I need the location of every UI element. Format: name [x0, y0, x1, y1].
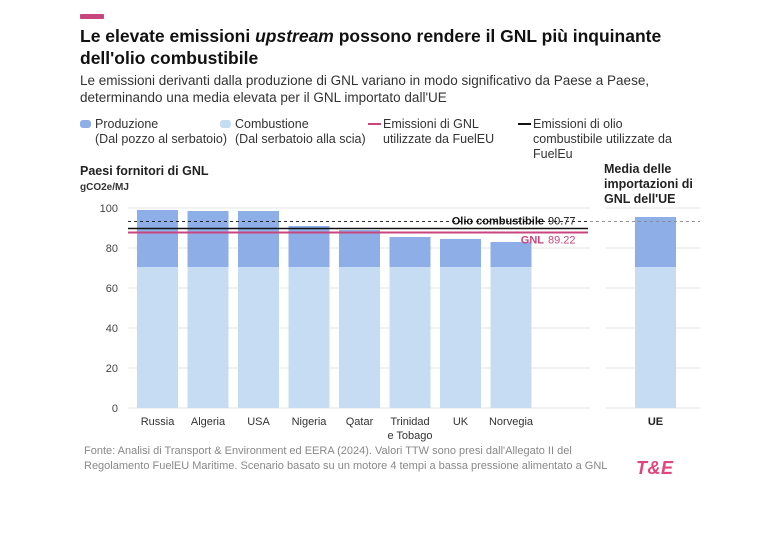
x-tick-label-4: Qatar — [346, 416, 374, 428]
source-note: Fonte: Analisi di Transport & Environmen… — [84, 445, 608, 472]
y-tick-label-5: 100 — [100, 203, 118, 215]
x-tick-label-2: USA — [247, 416, 270, 428]
lng-line-label: GNL — [521, 235, 545, 247]
te-logo: T&E — [636, 458, 674, 478]
bar-combustion-6 — [440, 267, 481, 408]
oil-line-value: 90.77 — [548, 215, 576, 227]
title-part-1: Le elevate emissioni — [80, 26, 256, 46]
chart-title: Le elevate emissioni upstream possono re… — [80, 25, 680, 69]
legend-production-sublabel: (Dal pozzo al serbatoio) — [95, 132, 228, 146]
combustion-swatch — [220, 120, 231, 128]
legend-item-combustion: Combustione (Dal serbatoio alla scia) — [220, 117, 370, 153]
bar-combustion-2 — [238, 267, 279, 408]
y-tick-label-3: 60 — [106, 283, 118, 295]
title-accent-bar — [80, 14, 104, 19]
legend-lng-label: Emissioni di GNL — [383, 117, 479, 131]
x-tick-label-5: Trinidad — [390, 416, 429, 428]
legend-item-oil-line: Emissioni di olio combustibile utilizzat… — [518, 117, 688, 167]
bar-combustion-1 — [187, 267, 229, 408]
bar-production-7 — [490, 242, 532, 267]
bar-production-5 — [389, 237, 431, 267]
x-tick-label-1: Algeria — [191, 416, 226, 428]
bar-production-eu — [635, 217, 676, 267]
bar-combustion-0 — [137, 267, 178, 408]
x-tick-label-3: Nigeria — [292, 416, 328, 428]
left-panel-title: Paesi fornitori di GNL — [80, 164, 209, 178]
legend-production-label: Produzione — [95, 117, 159, 131]
bar-production-4 — [339, 230, 380, 267]
bar-production-1 — [187, 211, 229, 267]
bar-production-6 — [440, 239, 481, 267]
legend-combustion-sublabel: (Dal serbatoio alla scia) — [235, 132, 366, 146]
y-tick-label-1: 20 — [106, 363, 118, 375]
right-panel-title-3: GNL dell'UE — [604, 192, 676, 206]
x-tick-label-6: UK — [453, 416, 469, 428]
legend-oil-label: Emissioni di olio — [533, 117, 623, 131]
bar-combustion-5 — [389, 267, 431, 408]
bar-combustion-3 — [288, 267, 330, 408]
legend-item-production: Produzione (Dal pozzo al serbatoio) — [80, 117, 230, 153]
x-tick-label-eu: UE — [648, 416, 663, 428]
lng-line-value: 89.22 — [548, 235, 576, 247]
y-tick-label-2: 40 — [106, 323, 118, 335]
legend-item-lng-line: Emissioni di GNL utilizzate da FuelEU — [368, 117, 518, 153]
legend-oil-sublabel-2: FuelEu — [533, 147, 573, 161]
legend-oil-sublabel-1: combustibile utilizzate da — [533, 132, 672, 146]
legend-lng-sublabel: utilizzate da FuelEU — [383, 132, 495, 146]
y-tick-label-0: 0 — [112, 403, 118, 415]
oil-line-label: Olio combustibile — [452, 215, 544, 227]
oil-line-swatch — [518, 123, 531, 125]
title-part-2: possono rendere il GNL più inquinante de… — [80, 26, 662, 68]
bar-combustion-eu — [635, 267, 676, 408]
title-emphasis: upstream — [255, 26, 334, 46]
right-panel-title-2: importazioni di — [604, 177, 693, 191]
bar-combustion-4 — [339, 267, 380, 408]
x-tick-label-0: Russia — [141, 416, 176, 428]
right-panel-title-1: Media delle — [604, 162, 672, 176]
production-swatch — [80, 120, 91, 128]
x-tick-label-7: Norvegia — [489, 416, 534, 428]
y-tick-label-4: 80 — [106, 243, 118, 255]
x-tick-label-5-b: e Tobago — [387, 430, 432, 442]
bar-combustion-7 — [490, 267, 532, 408]
chart-subtitle: Le emissioni derivanti dalla produzione … — [80, 73, 650, 105]
lng-line-swatch — [368, 123, 381, 125]
legend-combustion-label: Combustione — [235, 117, 309, 131]
bar-production-2 — [238, 211, 279, 267]
y-axis-unit: gCO2e/MJ — [80, 182, 129, 193]
bar-production-0 — [137, 210, 178, 267]
